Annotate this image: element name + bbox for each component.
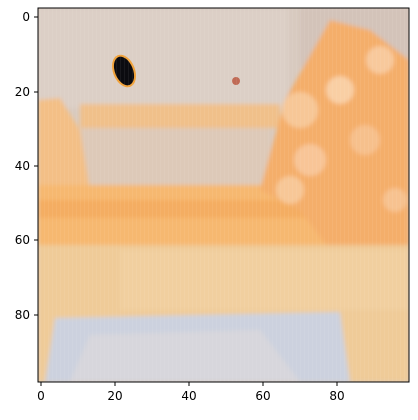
y-axis: 0 20 40 60 80	[15, 10, 38, 322]
photo	[38, 8, 409, 382]
x-tick-label: 80	[329, 389, 344, 403]
y-tick-label: 80	[15, 308, 30, 322]
y-tick-label: 40	[15, 159, 30, 173]
x-tick-label: 20	[107, 389, 122, 403]
pixel-texture	[38, 8, 409, 382]
x-tick-label: 40	[181, 389, 196, 403]
y-tick-label: 0	[22, 10, 30, 24]
x-tick-label: 0	[37, 389, 45, 403]
axes-frame	[37, 7, 410, 383]
x-tick-label: 60	[255, 389, 270, 403]
y-tick-label: 60	[15, 233, 30, 247]
x-axis: 0 20 40 60 80	[37, 382, 345, 403]
y-tick-label: 20	[15, 85, 30, 99]
